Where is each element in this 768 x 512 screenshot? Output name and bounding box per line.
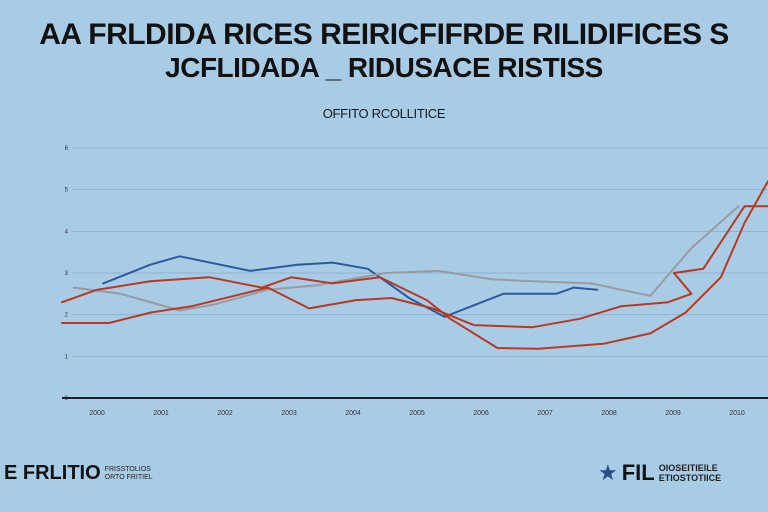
x-tick-label: 2005 [409,410,425,417]
x-tick-label: 2010 [729,410,745,417]
footer-left-logo: E FRLITIO FRISSTOLIOS ORTO FRITIEL [4,462,153,485]
grid-lines [72,147,768,357]
x-tick-label: 2009 [665,410,681,417]
y-tick-label: 6 [65,146,69,152]
series-line-red1 [61,180,768,350]
x-tick-label: 2001 [153,410,169,417]
chart-subtitle: OFFITO RCOLLITICE [322,106,446,121]
chart-title-line-2: JCFLIDADA _ RIDUSACE RISTISS [165,52,603,83]
y-tick-label: 3 [65,271,69,277]
series-lines [61,180,768,350]
x-tick-label: 2003 [281,410,297,417]
x-tick-labels: 2000 2001 2002 2003 2004 2005 2006 2007 2008 2009… [89,410,745,417]
y-tick-label: 5 [65,188,69,194]
footer-left-small-2: ORTO FRITIEL [104,473,153,481]
footer-right-small-2: ETIOSTOTIICE [658,473,722,483]
y-tick-labels: 0123456 [65,146,69,402]
footer-right-small-1: OIOSEITIEILE [658,463,718,473]
y-tick-label: 4 [65,229,69,235]
x-tick-label: 2008 [601,410,617,417]
footer-right-logo: ★ FIL OIOSEITIEILE ETIOSTOTIICE [598,460,721,486]
x-tick-label: 2007 [537,410,553,417]
series-line-blue [102,255,599,318]
texas-star-icon: ★ [598,460,618,485]
x-tick-label: 2002 [217,410,233,417]
footer-right-mark: FIL [621,460,655,485]
y-tick-label: 1 [65,354,69,360]
y-tick-label: 2 [65,313,69,319]
series-line-red2 [61,205,768,329]
footer-left-small-1: FRISSTOLIOS [104,465,151,473]
x-tick-label: 2006 [473,410,489,417]
x-tick-label: 2000 [89,410,105,417]
chart-title-line-1: AA FRLDIDA RICES REIRICFIFRDE RILIDIFICE… [39,18,729,51]
series-line-gray [72,205,740,312]
x-tick-label: 2004 [345,410,361,417]
footer-left-mark: E FRLITIO [4,462,101,484]
